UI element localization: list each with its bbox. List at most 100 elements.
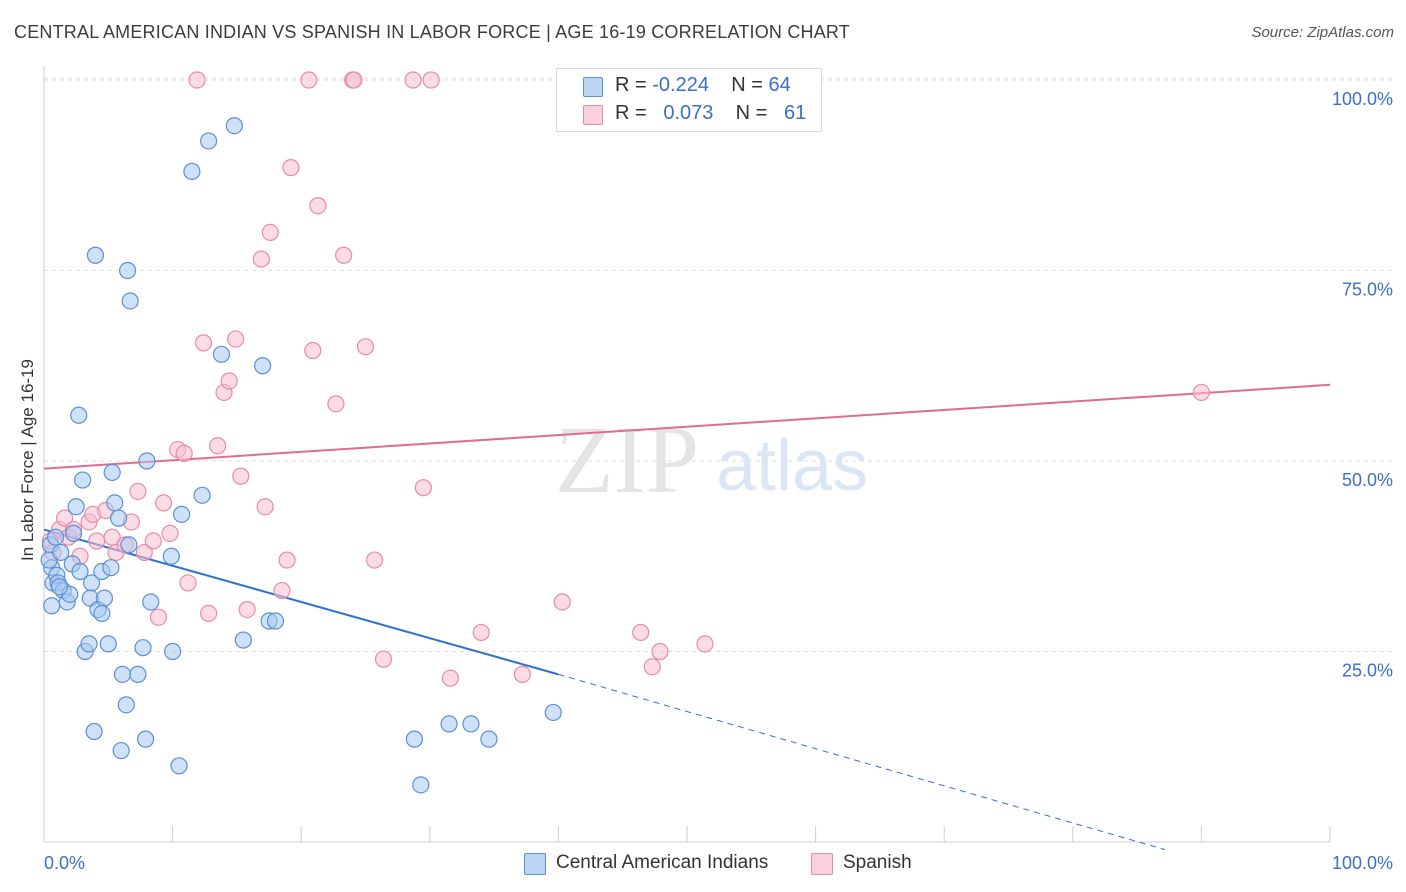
axes-layer	[43, 66, 1331, 843]
point-spanish	[356, 338, 375, 356]
point-central-american-indians	[412, 776, 430, 794]
legend-n-value: 61	[784, 102, 807, 124]
legend-n-label: N =	[735, 102, 768, 124]
legend-r-value: -0.224	[652, 74, 709, 96]
point-central-american-indians	[200, 132, 218, 150]
point-spanish	[414, 479, 432, 497]
point-central-american-indians	[70, 406, 88, 424]
legend-r-label: R =	[615, 102, 647, 124]
point-spanish	[472, 623, 490, 642]
point-central-american-indians	[43, 597, 61, 615]
point-spanish	[175, 444, 193, 462]
point-central-american-indians	[117, 696, 135, 714]
point-central-american-indians	[225, 117, 243, 135]
legend-label: Spanish	[843, 852, 912, 873]
point-spanish	[238, 600, 256, 619]
point-spanish	[309, 197, 327, 215]
point-central-american-indians	[134, 639, 152, 657]
watermark-zip: ZIP	[555, 406, 699, 513]
y-tick-label: 50.0%	[1342, 470, 1393, 490]
point-spanish	[300, 71, 318, 89]
point-spanish	[88, 532, 106, 550]
point-spanish	[304, 341, 322, 360]
point-spanish	[278, 551, 296, 569]
point-central-american-indians	[85, 722, 103, 741]
point-spanish	[149, 608, 168, 626]
trend-line-central-american-indians	[43, 528, 559, 676]
point-spanish	[513, 665, 531, 683]
legend-swatch-pink	[811, 853, 833, 875]
point-central-american-indians	[64, 524, 83, 542]
point-central-american-indians	[136, 730, 155, 748]
point-central-american-indians	[120, 536, 138, 554]
y-tick-label: 100.0%	[1332, 89, 1393, 109]
point-central-american-indians	[50, 578, 69, 596]
point-spanish	[256, 498, 274, 516]
point-spanish	[651, 642, 669, 661]
point-central-american-indians	[254, 357, 272, 375]
point-central-american-indians	[52, 543, 70, 562]
series-legend: Central American Indians Spanish	[0, 852, 1406, 878]
trend-line-spanish	[43, 383, 1331, 470]
point-central-american-indians	[109, 509, 128, 527]
point-central-american-indians	[266, 612, 285, 630]
point-spanish	[179, 574, 197, 592]
x-tick-label: 0.0%	[44, 853, 85, 873]
point-central-american-indians	[67, 498, 85, 516]
point-spanish	[273, 581, 291, 600]
point-spanish	[441, 669, 459, 687]
point-spanish	[129, 482, 147, 501]
point-central-american-indians	[234, 631, 252, 649]
point-central-american-indians	[173, 505, 191, 523]
point-spanish	[55, 509, 74, 527]
legend-r-label: R =	[615, 74, 647, 96]
point-central-american-indians	[544, 703, 562, 722]
point-spanish	[345, 71, 363, 89]
point-spanish	[252, 250, 270, 268]
point-central-american-indians	[113, 665, 132, 683]
point-central-american-indians	[162, 547, 180, 565]
point-central-american-indians	[480, 730, 498, 748]
point-spanish	[696, 635, 714, 653]
point-spanish	[161, 524, 179, 542]
point-spanish	[144, 532, 162, 550]
point-central-american-indians	[440, 715, 458, 733]
point-central-american-indians	[164, 642, 182, 661]
point-central-american-indians	[86, 246, 105, 264]
point-spanish	[632, 623, 650, 642]
point-central-american-indians	[80, 635, 98, 653]
point-central-american-indians	[170, 757, 188, 775]
point-central-american-indians	[95, 589, 114, 607]
point-central-american-indians	[183, 162, 201, 181]
point-spanish	[200, 604, 218, 623]
point-spanish	[404, 71, 422, 89]
point-spanish	[422, 71, 440, 89]
point-spanish	[209, 437, 227, 455]
point-spanish	[335, 246, 353, 264]
point-spanish	[194, 334, 213, 352]
watermark-atlas: atlas	[716, 426, 868, 506]
point-spanish	[1192, 383, 1211, 402]
stats-legend: R = -0.224 N = 64 R = 0.073 N = 61	[556, 68, 822, 132]
points-layer	[40, 71, 1211, 794]
source-label: Source: ZipAtlas.com	[1251, 24, 1394, 41]
point-central-american-indians	[99, 635, 117, 653]
point-spanish	[232, 467, 250, 485]
trend-layer	[43, 383, 1331, 851]
point-central-american-indians	[102, 559, 120, 577]
legend-swatch-blue	[524, 853, 546, 875]
watermark: ZIP atlas	[555, 406, 868, 513]
point-spanish	[154, 494, 173, 512]
tick-labels: 25.0% 50.0% 75.0% 100.0% 0.0% 100.0%	[44, 89, 1393, 873]
trend-line-extension	[558, 673, 1166, 851]
point-spanish	[227, 330, 245, 348]
point-central-american-indians	[405, 730, 423, 748]
y-tick-label: 25.0%	[1342, 661, 1393, 681]
point-spanish	[643, 658, 661, 676]
legend-swatch-blue	[583, 77, 603, 97]
grid-layer	[44, 77, 1395, 652]
point-central-american-indians	[142, 593, 160, 611]
point-central-american-indians	[462, 715, 480, 733]
legend-swatch-pink	[583, 105, 603, 125]
